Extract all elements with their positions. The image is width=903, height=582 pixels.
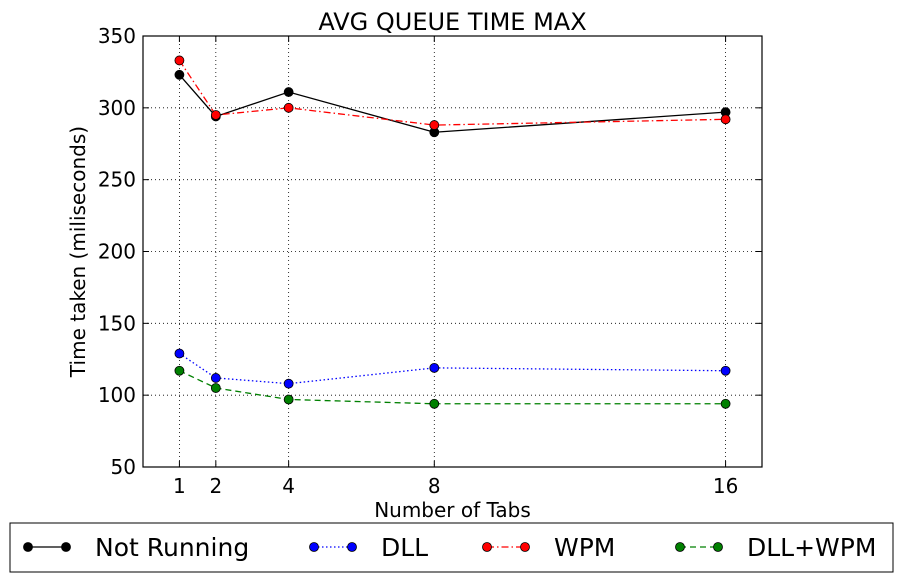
legend-marker: [23, 542, 33, 552]
series-line-dll-wpm: [179, 370, 726, 405]
legend-marker: [309, 542, 319, 552]
legend-marker: [520, 542, 530, 552]
y-tick-label: 250: [98, 168, 136, 192]
legend-marker: [713, 542, 723, 552]
legend-label: DLL+WPM: [747, 533, 876, 562]
data-point-dll-wpm: [283, 394, 294, 405]
data-point-dll-wpm: [429, 398, 440, 409]
grid-lines: [143, 35, 762, 468]
x-tick-label: 16: [713, 474, 738, 498]
legend-marker: [482, 542, 492, 552]
data-point-wpm: [210, 110, 221, 120]
y-tick-label: 150: [98, 311, 136, 335]
data-point-dll: [429, 362, 440, 373]
legend-box: [9, 522, 894, 573]
data-point-wpm: [174, 55, 185, 66]
tick-layer: 50 100 150 200 250 300 350 1 2 4 8 16: [98, 24, 762, 498]
data-point-dll: [174, 348, 185, 359]
data-point-wpm: [283, 102, 294, 113]
data-point-dll: [283, 378, 294, 389]
y-tick-label: 50: [111, 455, 136, 479]
chart-title: AVG QUEUE TIME MAX: [318, 8, 586, 36]
data-point-not-running: [174, 69, 185, 80]
series-layer: [174, 55, 731, 409]
series-line-not-running: [178, 74, 726, 133]
y-tick-label: 100: [98, 383, 136, 407]
data-point-dll: [210, 373, 221, 383]
legend-marker: [675, 542, 685, 552]
legend-marker: [61, 542, 71, 552]
data-point-not-running: [283, 87, 294, 97]
x-tick-label: 8: [428, 474, 441, 498]
data-point-dll-wpm: [720, 398, 731, 409]
data-point-wpm: [429, 120, 440, 130]
data-point-dll: [720, 365, 731, 376]
legend-label: Not Running: [95, 533, 249, 562]
y-tick-label: 300: [98, 96, 136, 120]
x-tick-label: 4: [282, 474, 295, 498]
data-point-dll-wpm: [210, 383, 221, 393]
legend-label: WPM: [554, 533, 615, 562]
data-point-wpm: [720, 114, 731, 125]
y-tick-label: 200: [98, 240, 136, 264]
y-axis-label: Time taken (miliseconds): [66, 126, 90, 378]
data-point-dll-wpm: [174, 365, 185, 376]
series-line-dll: [179, 352, 726, 385]
y-tick-label: 350: [98, 24, 136, 48]
legend: Not Running DLL WPM DLL+WPM: [9, 522, 894, 573]
legend-marker: [347, 542, 357, 552]
series-line-wpm: [178, 60, 726, 126]
legend-label: DLL: [381, 533, 428, 562]
x-tick-label: 1: [173, 474, 186, 498]
x-tick-label: 2: [209, 474, 222, 498]
x-axis-label: Number of Tabs: [374, 498, 531, 522]
